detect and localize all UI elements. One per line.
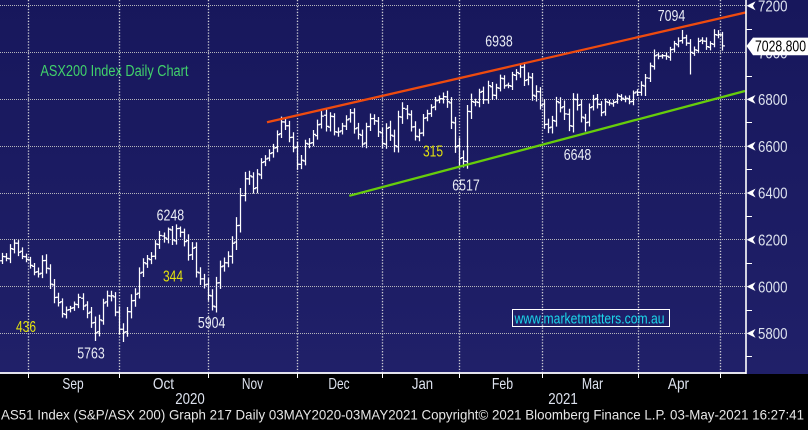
svg-text:2021: 2021 [548,391,578,408]
svg-text:6938: 6938 [485,33,513,50]
svg-text:7094: 7094 [658,8,686,25]
svg-text:Mar: Mar [582,376,604,393]
svg-text:Sep: Sep [62,376,83,393]
svg-text:6517: 6517 [452,178,480,195]
svg-text:344: 344 [163,268,183,285]
svg-text:315: 315 [423,143,443,160]
svg-text:7028.800: 7028.800 [755,39,806,56]
svg-text:5904: 5904 [198,315,226,332]
svg-text:6400: 6400 [758,186,788,203]
svg-text:6800: 6800 [758,92,788,109]
svg-text:ASX200 Index Daily Chart: ASX200 Index Daily Chart [40,63,189,80]
svg-text:Oct: Oct [153,376,175,393]
svg-text:6200: 6200 [758,233,788,250]
svg-text:Jan: Jan [412,376,433,393]
svg-text:2020: 2020 [175,391,205,408]
svg-text:AS51 Index (S&P/ASX 200) Graph: AS51 Index (S&P/ASX 200) Graph 217 Daily… [1,407,804,423]
svg-text:Feb: Feb [492,376,513,393]
svg-text:5800: 5800 [758,326,788,343]
svg-text:436: 436 [16,319,36,336]
svg-text:www.marketmatters.com.au: www.marketmatters.com.au [514,311,665,327]
svg-text:6000: 6000 [758,279,788,296]
svg-text:Apr: Apr [668,376,690,393]
svg-text:7200: 7200 [758,0,788,16]
svg-text:6648: 6648 [564,147,592,164]
svg-text:6248: 6248 [157,207,185,224]
svg-text:5763: 5763 [77,345,105,362]
svg-text:Nov: Nov [242,376,263,393]
svg-text:6600: 6600 [758,139,788,156]
svg-text:Dec: Dec [328,376,349,393]
